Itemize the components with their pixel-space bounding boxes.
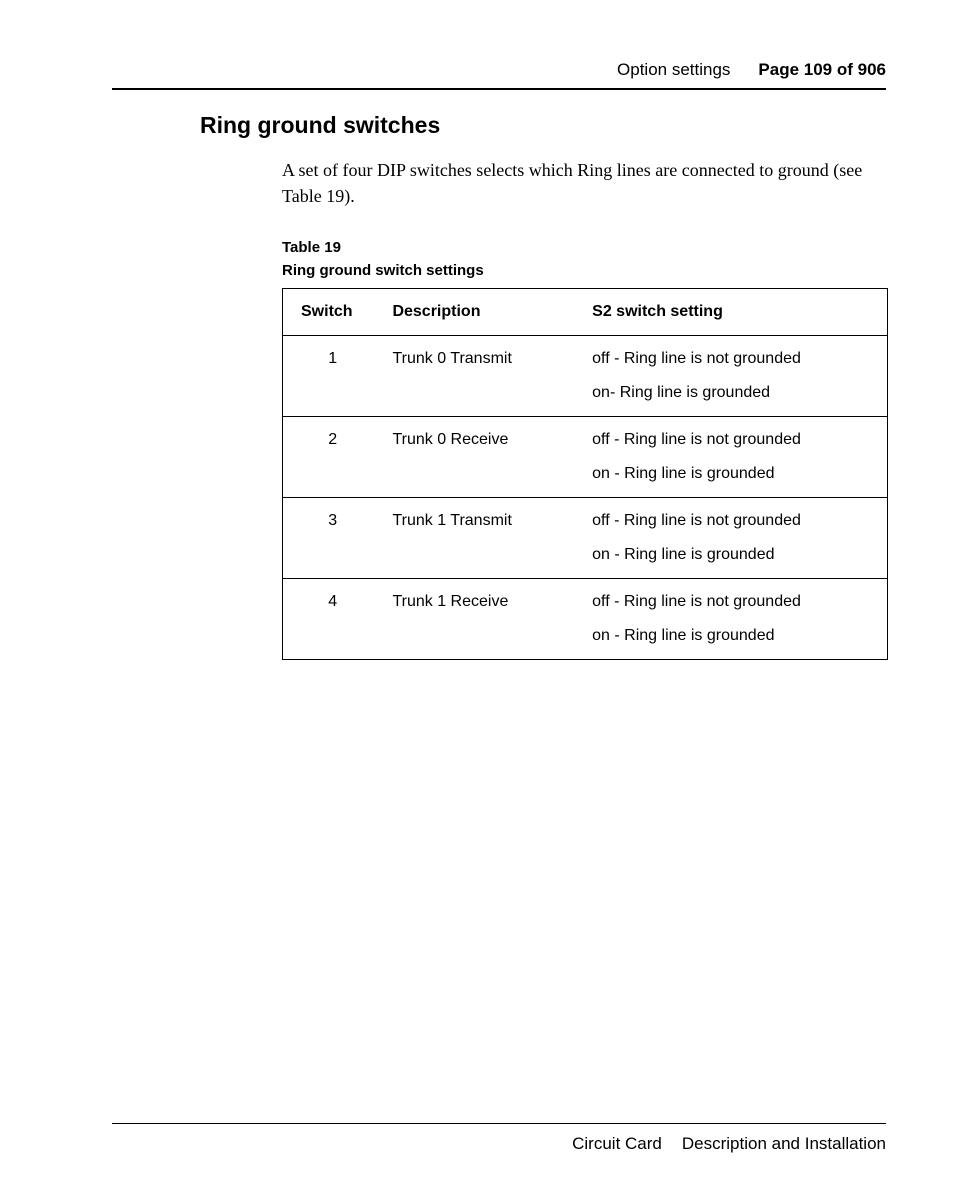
- cell-setting: off - Ring line is not grounded on - Rin…: [582, 417, 887, 498]
- cell-switch: 4: [283, 579, 383, 660]
- col-switch: Switch: [283, 289, 383, 336]
- col-description: Description: [382, 289, 582, 336]
- cell-switch: 2: [283, 417, 383, 498]
- cell-description: Trunk 1 Receive: [382, 579, 582, 660]
- footer-rule: [112, 1123, 886, 1124]
- footer-text: Circuit Card Description and Installation: [112, 1134, 886, 1154]
- setting-on: on - Ring line is grounded: [592, 627, 877, 645]
- cell-setting: off - Ring line is not grounded on - Rin…: [582, 498, 887, 579]
- footer-right: Description and Installation: [682, 1134, 886, 1153]
- setting-off: off - Ring line is not grounded: [592, 350, 877, 368]
- cell-description: Trunk 0 Receive: [382, 417, 582, 498]
- page-footer: Circuit Card Description and Installation: [112, 1123, 886, 1154]
- page: Option settings Page 109 of 906 Ring gro…: [0, 0, 954, 1202]
- table-row: 1 Trunk 0 Transmit off - Ring line is no…: [283, 336, 888, 417]
- settings-table: Switch Description S2 switch setting 1 T…: [282, 288, 888, 660]
- header-page-label: Page 109 of 906: [758, 60, 886, 80]
- header-section: Option settings: [617, 60, 730, 80]
- footer-left: Circuit Card: [572, 1134, 662, 1153]
- setting-off: off - Ring line is not grounded: [592, 431, 877, 449]
- setting-on: on - Ring line is grounded: [592, 546, 877, 564]
- intro-paragraph: A set of four DIP switches selects which…: [282, 157, 886, 209]
- table-row: 2 Trunk 0 Receive off - Ring line is not…: [283, 417, 888, 498]
- setting-off: off - Ring line is not grounded: [592, 512, 877, 530]
- setting-on: on- Ring line is grounded: [592, 384, 877, 402]
- cell-description: Trunk 0 Transmit: [382, 336, 582, 417]
- table-caption-number: Table 19: [282, 237, 886, 260]
- cell-switch: 3: [283, 498, 383, 579]
- body: A set of four DIP switches selects which…: [282, 157, 886, 660]
- cell-setting: off - Ring line is not grounded on- Ring…: [582, 336, 887, 417]
- setting-off: off - Ring line is not grounded: [592, 593, 877, 611]
- cell-setting: off - Ring line is not grounded on - Rin…: [582, 579, 887, 660]
- section-heading: Ring ground switches: [200, 112, 886, 139]
- page-header: Option settings Page 109 of 906: [112, 60, 886, 90]
- cell-description: Trunk 1 Transmit: [382, 498, 582, 579]
- table-header-row: Switch Description S2 switch setting: [283, 289, 888, 336]
- table-row: 3 Trunk 1 Transmit off - Ring line is no…: [283, 498, 888, 579]
- col-setting: S2 switch setting: [582, 289, 887, 336]
- setting-on: on - Ring line is grounded: [592, 465, 877, 483]
- table-row: 4 Trunk 1 Receive off - Ring line is not…: [283, 579, 888, 660]
- table-caption-title: Ring ground switch settings: [282, 260, 886, 283]
- cell-switch: 1: [283, 336, 383, 417]
- table-caption: Table 19 Ring ground switch settings: [282, 237, 886, 282]
